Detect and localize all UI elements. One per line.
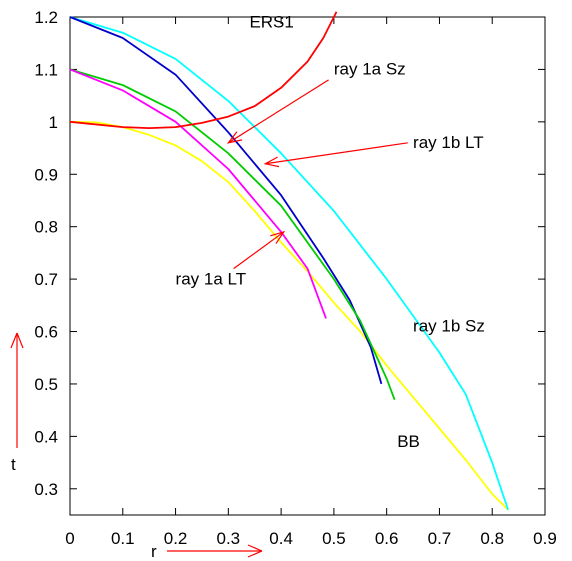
y-tick-label: 0.3 (34, 480, 58, 499)
plot-frame (69, 16, 546, 516)
series-line-2 (69, 16, 383, 385)
x-tick-label: 0.6 (375, 529, 399, 548)
y-tick-label: 0.7 (34, 270, 58, 289)
x-tick-label: 0.7 (428, 529, 452, 548)
series-line-5 (69, 11, 338, 129)
x-axis-arrowhead (247, 544, 263, 558)
x-tick-label: 0.9 (533, 529, 557, 548)
annotation-arrowhead-2 (270, 230, 286, 244)
annotation-label: ray 1a LT (176, 269, 247, 288)
series-line-3 (69, 68, 396, 401)
y-axis-arrowhead (10, 332, 24, 349)
series-group (69, 11, 509, 511)
axis-ticks: 0 0.1 0.2 0.3 0.4 0.5 0.6 0.7 0.8 0.9 0.3 0.4 0.5 0.6… (34, 8, 556, 548)
annotation-label: BB (397, 432, 420, 451)
annotation-arrow-1 (265, 142, 408, 165)
x-tick-label: 0.5 (322, 529, 346, 548)
y-tick-label: 0.4 (34, 427, 58, 446)
y-tick-label: 1.2 (34, 8, 58, 27)
annotation-label: ray 1b LT (413, 133, 484, 152)
x-tick-label: 0.8 (480, 529, 504, 548)
y-tick-label: 0.9 (34, 165, 58, 184)
y-tick-label: 1.1 (34, 60, 58, 79)
annotation-arrowhead-1 (263, 156, 280, 168)
y-tick-label: 1 (49, 113, 58, 132)
annotation-arrow-0 (228, 79, 329, 144)
x-tick-label: 0.4 (269, 529, 293, 548)
annotation-arrow-2 (233, 231, 285, 270)
y-axis-label: t (11, 455, 16, 474)
y-tick-label: 0.6 (34, 323, 58, 342)
annotation-label: ERS1 (249, 12, 293, 31)
series-line-0 (69, 120, 509, 511)
y-tick-label: 0.5 (34, 375, 58, 394)
series-line-4 (69, 68, 327, 319)
annotation-label: ray 1b Sz (413, 317, 485, 336)
series-line-1 (69, 16, 509, 511)
annotations: ERS1 ray 1a Sz ray 1b LT ray 1a LT ray 1b Sz… (176, 12, 485, 450)
annotation-arrows (226, 79, 408, 270)
x-tick-label: 0.3 (217, 529, 241, 548)
x-tick-label: 0 (65, 529, 74, 548)
annotation-label: ray 1a Sz (334, 60, 406, 79)
annotation-arrowhead-0 (226, 131, 243, 144)
x-tick-label: 0.2 (164, 529, 188, 548)
x-axis-label: r (151, 542, 157, 561)
y-tick-label: 0.8 (34, 218, 58, 237)
x-tick-label: 0.1 (111, 529, 135, 548)
